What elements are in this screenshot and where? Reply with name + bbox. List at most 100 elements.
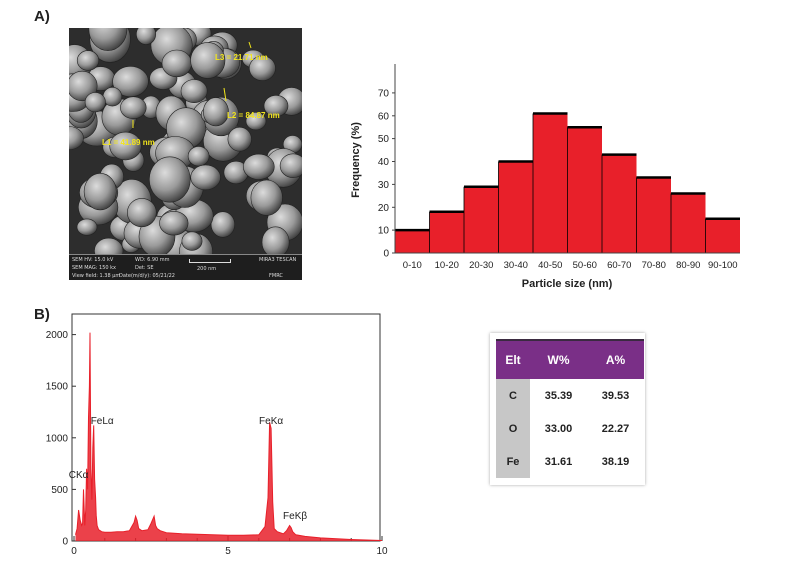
sem-particle (248, 55, 276, 81)
eds-x-tick-label: 5 (225, 546, 231, 557)
eds-x-tick-label: 10 (376, 546, 388, 557)
table-row: Fe 31.61 38.19 (496, 445, 644, 478)
sem-particle (159, 211, 189, 236)
histogram-bar (636, 177, 671, 253)
histogram-bar (602, 154, 637, 253)
table-header-row: Elt W% A% (496, 341, 644, 379)
histogram-y-tick-label: 30 (378, 180, 390, 191)
histogram-bar (567, 127, 602, 253)
sem-mag: SEM MAG: 150 kx (72, 265, 117, 271)
panel-label-a: A) (34, 8, 50, 25)
sem-particle (190, 42, 226, 79)
sem-scale-bar (189, 259, 231, 263)
cell-element: Fe (496, 445, 530, 478)
sem-particle (94, 237, 124, 254)
histogram-x-tick-label: 50-60 (573, 260, 597, 271)
histogram-y-tick-label: 40 (378, 157, 390, 168)
histogram-x-axis-label: Particle size (nm) (522, 278, 613, 290)
histogram-y-tick-label: 20 (378, 203, 390, 214)
cell-atomic: 39.53 (601, 389, 630, 402)
sem-particle (83, 173, 117, 211)
histogram-y-tick-label: 0 (383, 249, 389, 260)
sem-particle (250, 179, 283, 216)
histogram-x-tick-label: 20-30 (469, 260, 493, 271)
histogram-bar (395, 230, 430, 253)
histogram-bar (533, 113, 568, 253)
measurement-l1: L1 = 41.89 nm (102, 138, 155, 147)
sem-particle (69, 70, 98, 102)
cell-weight: 33.00 (544, 422, 573, 435)
eds-y-tick-label: 2000 (46, 330, 69, 341)
particle-size-histogram: 0-10 10-20 20-30 30-40 40-50 50-60 60-70 70-80 8… (350, 64, 740, 290)
cell-weight: 35.39 (544, 389, 573, 402)
eds-y-tick-label: 0 (62, 537, 68, 548)
table-top-border (496, 339, 644, 342)
sem-particle (279, 153, 302, 178)
cell-atomic: 22.27 (601, 422, 630, 435)
eds-peak-label: CKα (69, 470, 89, 481)
sem-particle (180, 79, 208, 104)
histogram-x-tick-label: 80-90 (676, 260, 700, 271)
histogram-bar (671, 193, 706, 253)
sem-lab: FMRC (269, 273, 283, 279)
sem-particle (69, 126, 84, 150)
sem-particle (227, 126, 252, 152)
l2-marker (223, 87, 227, 102)
table-row: C 35.39 39.53 (496, 379, 644, 412)
sem-particle (190, 164, 221, 191)
sem-wd: WD: 6.90 mm (135, 257, 170, 263)
cell-weight: 31.61 (544, 455, 573, 468)
sem-info-bar: SEM HV: 15.0 kV WD: 6.90 mm SEM MAG: 150… (69, 254, 302, 280)
histogram-x-tick-label: 10-20 (435, 260, 459, 271)
histogram-y-axis-label: Frequency (%) (350, 122, 362, 198)
sem-particle (84, 92, 106, 113)
sem-particle (210, 211, 235, 238)
sem-view-field: View field: 1.38 µm (72, 273, 121, 279)
histogram-x-tick-label: 90-100 (708, 260, 738, 271)
measurement-l2: L2 = 84.87 nm (227, 111, 280, 120)
sem-hv: SEM HV: 15.0 kV (72, 257, 114, 263)
histogram-bar (429, 211, 464, 253)
eds-peak-label: FeLα (91, 416, 114, 427)
histogram-bar (705, 218, 740, 253)
panel-label-b: B) (34, 306, 50, 323)
sem-det: Det: SE (135, 265, 154, 271)
composition-table: Elt W% A% C 35.39 39.53 O 33.00 22.27 Fe… (490, 333, 645, 485)
sem-particle (187, 146, 210, 167)
eds-spectrum-area (75, 332, 382, 541)
table-row: O 33.00 22.27 (496, 412, 644, 445)
sem-particle (161, 49, 192, 78)
histogram-y-tick-label: 50 (378, 134, 390, 145)
measurement-l3: L3 = 21.71 nm (215, 53, 268, 62)
sem-particle (263, 95, 289, 117)
histogram-x-tick-label: 0-10 (403, 260, 422, 271)
histogram-bar (498, 161, 533, 253)
eds-plot-frame (71, 313, 381, 542)
sem-particle (245, 111, 267, 131)
histogram-y-tick-label: 60 (378, 111, 390, 122)
eds-y-tick-label: 1500 (46, 382, 69, 393)
eds-x-tick-label: 0 (71, 546, 77, 557)
histogram-x-tick-label: 40-50 (538, 260, 562, 271)
histogram-bar (464, 186, 499, 253)
cell-atomic: 38.19 (601, 455, 630, 468)
sem-brand: MIRA3 TESCAN (259, 257, 297, 263)
eds-peak-label: FeKβ (283, 511, 307, 522)
sem-particles-image (69, 28, 302, 254)
histogram-y-tick-label: 10 (378, 226, 390, 237)
histogram-y-tick-label: 70 (378, 88, 390, 99)
sem-scale-label: 200 nm (197, 266, 217, 272)
histogram-x-tick-label: 60-70 (607, 260, 631, 271)
sem-date: Date(m/d/y): 05/21/22 (119, 273, 175, 279)
l3-marker (248, 41, 252, 49)
cell-element: C (496, 379, 530, 412)
sem-particle (109, 131, 142, 161)
eds-peak-label: FeKα (259, 416, 283, 427)
sem-particle (243, 153, 275, 180)
header-atomic-percent: A% (587, 341, 644, 379)
eds-spectrum-line (75, 332, 383, 541)
sem-particle (102, 86, 123, 107)
sem-particle (120, 96, 147, 119)
eds-y-tick-label: 500 (51, 485, 68, 496)
sem-particle (127, 198, 157, 228)
